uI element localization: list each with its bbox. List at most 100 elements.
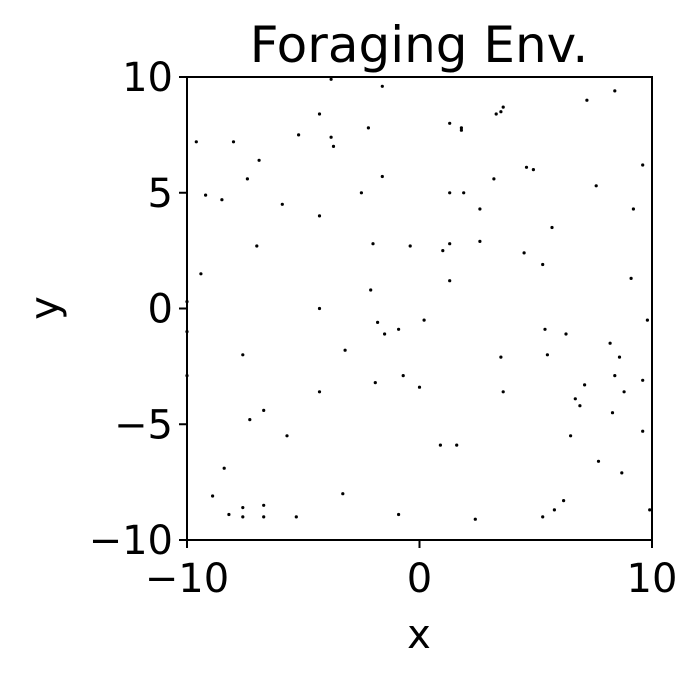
data-point [594,184,598,188]
data-point [473,517,477,521]
data-point [613,374,617,378]
data-point [499,110,503,114]
data-point [541,262,545,267]
data-point [294,515,298,519]
y-axis-label: y [22,296,68,320]
data-point [343,348,347,352]
data-point [441,249,445,253]
data-point [478,207,482,211]
data-point [317,112,322,116]
data-point [285,434,289,438]
data-point [596,459,601,463]
data-point [459,128,463,132]
data-point [492,177,496,181]
data-point [373,381,377,385]
data-point [211,494,215,498]
data-point [331,144,336,148]
plot-area-frame [186,76,653,541]
data-point [573,397,577,401]
y-tick-label: −10 [89,518,173,564]
data-point [459,126,463,130]
data-point [550,225,554,230]
data-point [543,327,547,331]
data-point [448,191,452,195]
data-point [417,385,422,389]
data-point [245,177,249,181]
data-point [222,466,226,470]
data-point [585,98,589,102]
data-point [341,492,345,496]
data-point [257,158,261,162]
data-point [359,191,363,195]
data-point [262,515,266,519]
data-point [552,508,557,512]
data-point [241,353,245,357]
data-point [501,105,505,109]
data-point [317,390,322,394]
data-point [262,503,266,507]
data-point [401,374,405,378]
data-point [448,121,452,125]
data-point [541,515,545,519]
axis-ticks: −10 0 10 −10 −5 0 5 10 [89,55,678,602]
data-point [329,135,333,139]
x-axis-label: x [407,612,431,658]
data-point [408,244,412,248]
data-point [620,471,624,475]
data-point [478,239,482,243]
data-point [641,378,645,382]
data-point [380,174,384,179]
data-point [241,506,245,510]
data-point [369,288,373,292]
data-point [262,408,266,412]
y-tick-label: 0 [148,287,173,333]
data-point [499,355,503,359]
data-point [648,508,652,512]
y-tick-label: 10 [122,55,173,101]
data-point [545,353,550,357]
data-point [641,163,645,167]
data-point [569,434,573,438]
data-point [608,341,612,345]
data-point [448,242,452,246]
data-point [613,89,617,93]
y-tick-label: −5 [114,402,173,448]
data-point [317,306,322,311]
x-tick-label: −10 [145,556,229,602]
data-point [297,133,301,137]
data-point [622,390,626,394]
data-point [641,429,645,433]
data-point [380,84,384,88]
data-point [371,242,375,246]
x-tick-label: 10 [627,556,678,602]
data-point [231,140,236,144]
data-point [397,327,401,331]
data-point [629,276,633,280]
data-point [645,318,650,322]
data-point [376,320,380,324]
data-point [564,332,568,336]
data-point [255,244,259,248]
data-point [204,193,208,197]
data-point [617,355,622,359]
data-point [397,512,401,517]
data-point [317,214,322,218]
data-point [448,279,452,283]
data-point [501,390,505,394]
data-point [455,443,459,447]
x-tick-label: 0 [407,556,432,602]
data-point [438,443,442,447]
chart-title: Foraging Env. [250,16,589,74]
data-point [578,404,582,408]
data-point [494,112,498,116]
data-point [241,515,245,519]
data-point [524,165,529,169]
data-point [248,418,252,422]
data-point [462,191,466,195]
data-point [583,383,587,387]
data-point [383,332,387,336]
data-point [531,168,536,172]
data-point [280,202,284,206]
